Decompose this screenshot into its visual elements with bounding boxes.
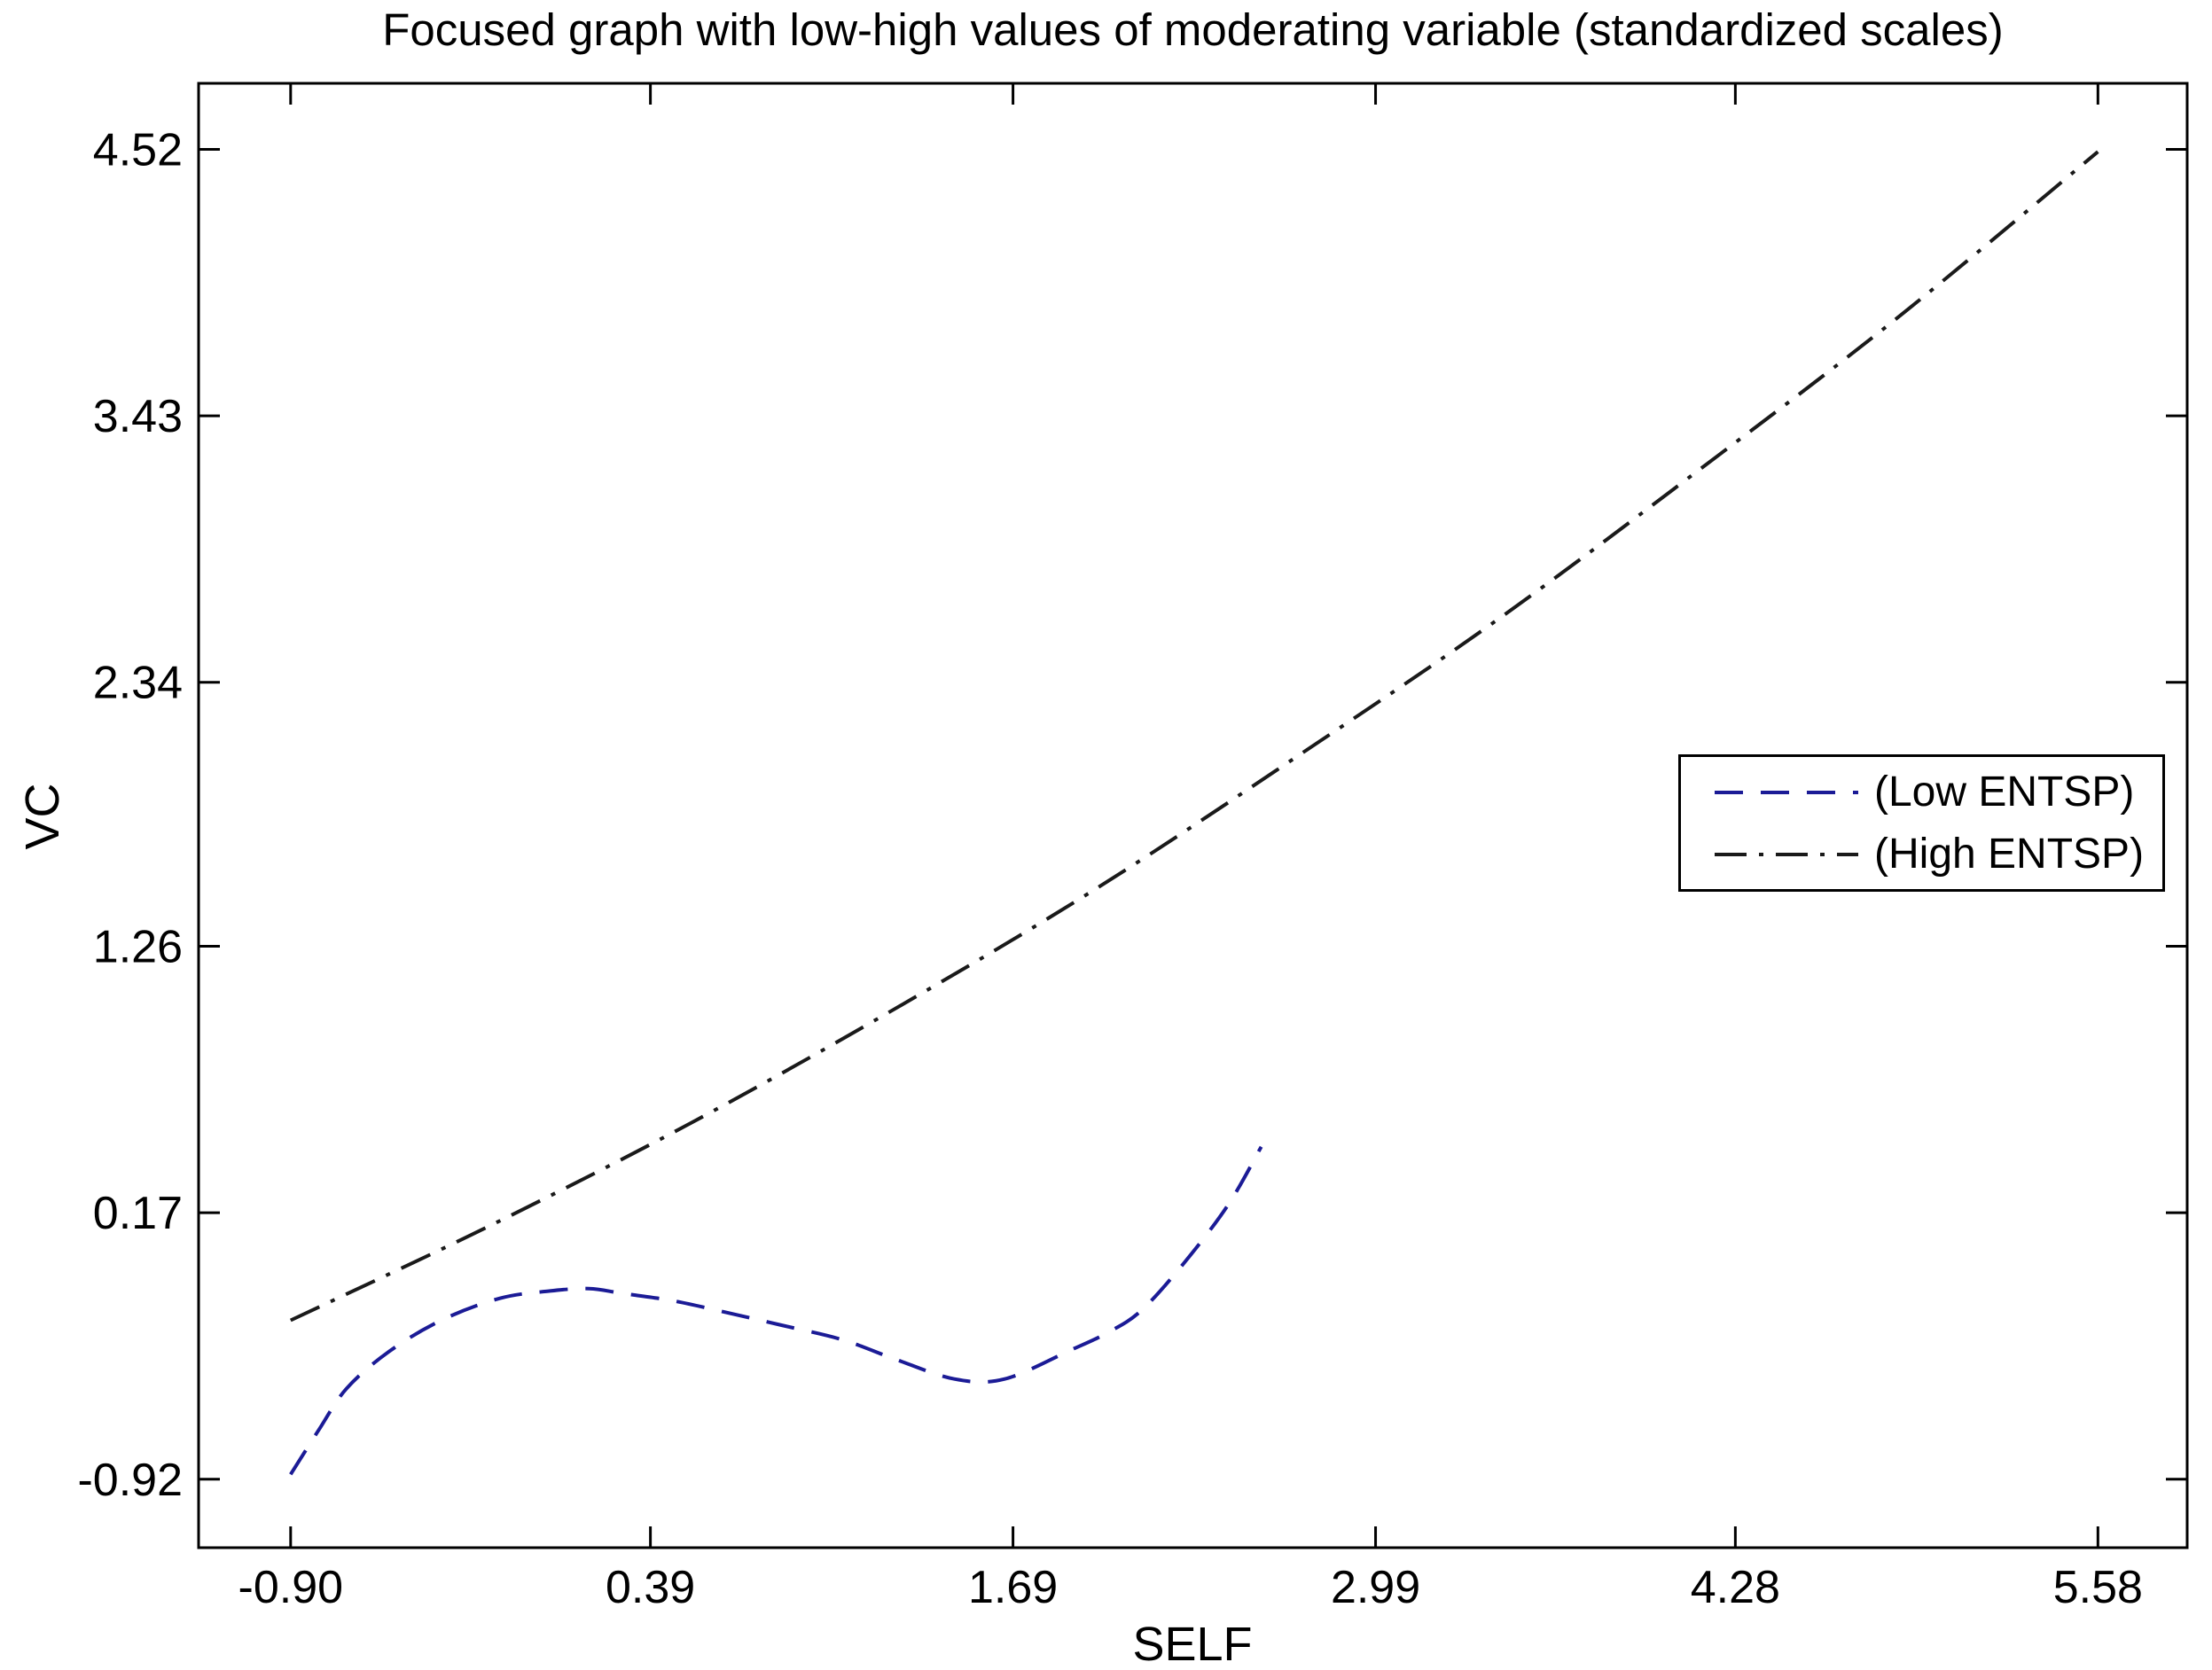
legend-label-low: (Low ENTSP) bbox=[1874, 769, 2135, 815]
x-tick-label: 4.28 bbox=[1691, 1562, 1780, 1613]
x-tick-label: 5.58 bbox=[2053, 1562, 2143, 1613]
y-tick-label: 4.52 bbox=[93, 124, 183, 176]
x-tick-label: 0.39 bbox=[606, 1562, 695, 1613]
chart-title: Focused graph with low-high values of mo… bbox=[382, 4, 2004, 55]
x-tick-label: 2.99 bbox=[1331, 1562, 1420, 1613]
x-axis-label: SELF bbox=[1132, 1618, 1253, 1670]
legend-row-low: (Low ENTSP) bbox=[1681, 761, 2162, 823]
x-tick-label: 1.69 bbox=[968, 1562, 1058, 1613]
legend-row-high: (High ENTSP) bbox=[1681, 823, 2162, 886]
x-tick-label: -0.90 bbox=[238, 1562, 344, 1613]
y-tick-label: 1.26 bbox=[93, 922, 183, 973]
y-tick-label: -0.92 bbox=[77, 1455, 183, 1506]
low-entsp-curve bbox=[289, 1145, 1263, 1476]
high-entsp-line-swatch-icon bbox=[1715, 852, 1858, 856]
y-tick-label: 2.34 bbox=[93, 658, 183, 709]
y-tick-label: 3.43 bbox=[93, 391, 183, 442]
high-entsp-curve bbox=[289, 150, 2099, 1323]
y-tick-label: 0.17 bbox=[93, 1188, 183, 1239]
legend: (Low ENTSP) (High ENTSP) bbox=[1678, 754, 2165, 892]
axis-box bbox=[197, 82, 2189, 1549]
legend-label-high: (High ENTSP) bbox=[1874, 831, 2145, 878]
low-entsp-line-swatch-icon bbox=[1715, 790, 1858, 794]
